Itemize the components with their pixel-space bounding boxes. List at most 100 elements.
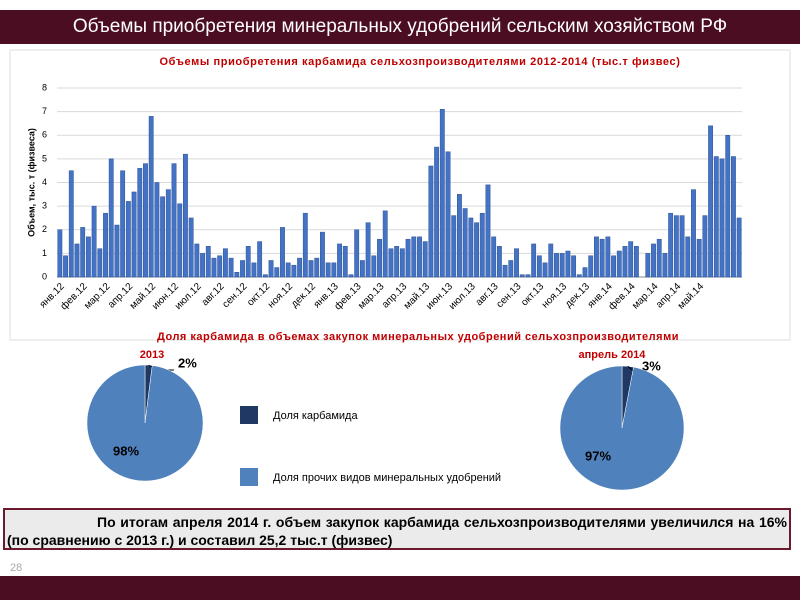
bar [479, 212, 485, 278]
bar [691, 189, 696, 278]
y-tick-label: 0 [42, 271, 47, 281]
bar [428, 165, 434, 278]
bar [434, 146, 440, 278]
page-number: 28 [10, 562, 23, 574]
chart-frame [9, 49, 791, 341]
bar [154, 182, 160, 278]
bar [262, 274, 268, 278]
bar [359, 260, 365, 278]
bar [97, 248, 103, 278]
bar [177, 203, 183, 278]
bar [508, 260, 514, 278]
bar [628, 241, 634, 278]
bar [525, 274, 531, 278]
bar [725, 135, 731, 278]
y-tick-label: 5 [42, 153, 47, 163]
legend-swatch [240, 468, 258, 486]
bar [331, 262, 337, 278]
bar [731, 156, 736, 278]
bar [217, 255, 223, 278]
bar [194, 243, 200, 278]
bar [257, 241, 263, 278]
note: По итогам апреля 2014 г. объем закупок к… [3, 508, 791, 550]
chart-title: Объемы приобретения карбамида сельхозпро… [160, 56, 681, 68]
legend-swatch [240, 406, 258, 424]
y-tick-label: 2 [42, 224, 47, 234]
bar [268, 260, 274, 278]
bar [445, 151, 451, 278]
bar [679, 215, 685, 278]
bar [576, 274, 582, 278]
bar [708, 125, 714, 278]
bar [588, 255, 594, 278]
x-tick-label: июл.12 [173, 281, 204, 312]
bar [348, 274, 354, 278]
bar [462, 208, 468, 278]
bar [685, 236, 691, 278]
bar [354, 229, 360, 278]
bar [411, 236, 417, 278]
bar [160, 196, 166, 278]
x-tick-label: ноя.12 [266, 281, 296, 311]
bar [302, 212, 308, 278]
bar [103, 212, 108, 278]
y-tick-label: 8 [42, 82, 47, 92]
legend-label: Доля прочих видов минеральных удобрений [273, 472, 501, 484]
bar [108, 158, 114, 278]
bar [605, 236, 611, 278]
bar [611, 255, 616, 278]
bar [171, 163, 177, 278]
pie-value-label: 2% [178, 355, 197, 370]
x-tick-label: мар.13 [356, 281, 387, 312]
bar [137, 168, 143, 278]
bar [234, 272, 240, 278]
pie-title: апрель 2014 [579, 349, 647, 361]
bar [274, 267, 280, 278]
bar [222, 248, 228, 278]
bar [417, 236, 422, 278]
x-tick-label: июл.13 [447, 281, 478, 312]
bar [582, 267, 588, 278]
bar [382, 210, 388, 278]
bar [85, 236, 91, 278]
bar [599, 238, 605, 278]
bar [542, 262, 548, 278]
bar [496, 246, 502, 278]
bar [439, 109, 445, 278]
bar [297, 257, 303, 278]
bar [63, 255, 68, 278]
bar [120, 170, 126, 278]
bar [342, 246, 348, 278]
bar [514, 248, 519, 278]
bar [736, 217, 742, 278]
pie-value-label: 97% [585, 448, 611, 463]
bar [651, 243, 656, 278]
bar [468, 217, 474, 278]
bar [325, 262, 331, 278]
bar [308, 260, 314, 278]
y-tick-label: 3 [42, 201, 47, 211]
bar [422, 241, 428, 278]
bar [696, 238, 702, 278]
bar [377, 238, 382, 278]
bar [228, 257, 234, 278]
bar [405, 238, 411, 278]
bar [91, 205, 97, 278]
bar [656, 238, 662, 278]
pie-value-label: 3% [642, 358, 661, 373]
bar [131, 191, 137, 278]
bar [80, 227, 86, 278]
y-tick-label: 6 [42, 130, 47, 140]
bar [74, 243, 80, 278]
bar [633, 246, 639, 278]
bar [491, 236, 497, 278]
bar [559, 253, 565, 278]
x-tick-label: мар.12 [82, 281, 113, 312]
bar [285, 262, 291, 278]
bar [200, 253, 205, 278]
bar [519, 274, 525, 278]
bar [365, 222, 371, 278]
bar [457, 194, 462, 278]
bar [165, 189, 171, 278]
